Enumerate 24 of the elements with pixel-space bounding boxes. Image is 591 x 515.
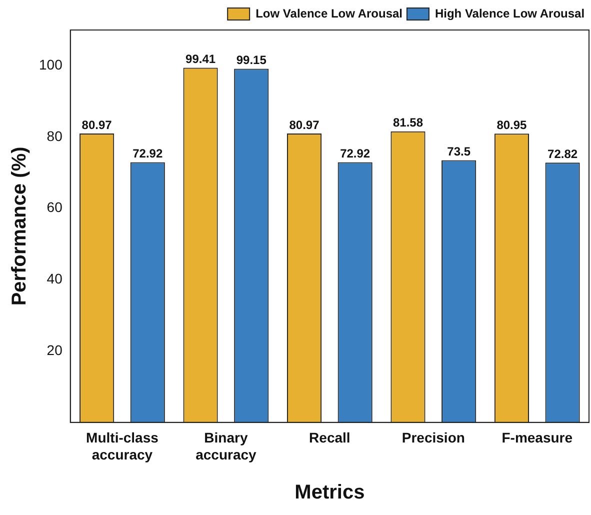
x-tick-label: F-measure — [502, 430, 573, 446]
data-label: 99.15 — [236, 53, 267, 68]
data-label: 72.82 — [548, 146, 578, 161]
data-label: 80.95 — [496, 118, 528, 132]
data-label: 72.92 — [132, 146, 163, 161]
x-axis-title: Metrics — [294, 482, 365, 504]
y-tick-label: 80 — [46, 128, 63, 144]
x-tick-label: Recall — [309, 430, 350, 446]
data-label: 80.97 — [82, 118, 112, 132]
data-label: 99.41 — [186, 52, 216, 66]
y-tick-label: 20 — [46, 342, 63, 358]
y-tick-label: 60 — [46, 199, 63, 216]
x-tick-label: Binary accuracy — [196, 430, 257, 462]
legend-label: Low Valence Low Arousal — [256, 6, 403, 20]
x-tick-label: Multi-class accuracy — [86, 430, 159, 462]
data-label: 73.5 — [447, 144, 471, 159]
legend-label: High Valence Low Arousal — [434, 6, 585, 20]
y-axis-title: Performance (%) — [8, 146, 31, 306]
data-label: 81.58 — [392, 116, 424, 130]
x-tick-label: Precision — [402, 430, 465, 446]
y-tick-label: 40 — [46, 270, 63, 287]
data-label: 72.92 — [340, 146, 370, 161]
y-tick-label: 100 — [39, 56, 63, 73]
data-label: 80.97 — [289, 118, 320, 132]
